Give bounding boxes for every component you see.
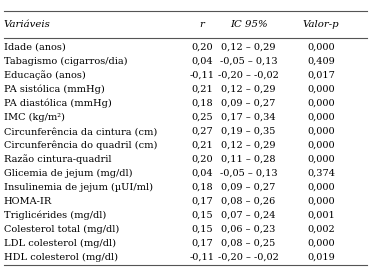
Text: 0,12 – 0,29: 0,12 – 0,29 xyxy=(221,141,276,150)
Text: 0,000: 0,000 xyxy=(307,155,335,164)
Text: 0,04: 0,04 xyxy=(191,169,213,178)
Text: 0,000: 0,000 xyxy=(307,43,335,52)
Text: Valor-p: Valor-p xyxy=(303,20,339,29)
Text: 0,000: 0,000 xyxy=(307,197,335,206)
Text: 0,07 – 0,24: 0,07 – 0,24 xyxy=(221,211,276,220)
Text: 0,12 – 0,29: 0,12 – 0,29 xyxy=(221,85,276,94)
Text: 0,18: 0,18 xyxy=(191,183,213,192)
Text: Glicemia de jejum (mg/dl): Glicemia de jejum (mg/dl) xyxy=(4,169,132,178)
Text: 0,08 – 0,26: 0,08 – 0,26 xyxy=(221,197,276,206)
Text: 0,17 – 0,34: 0,17 – 0,34 xyxy=(221,113,276,122)
Text: 0,001: 0,001 xyxy=(307,211,335,220)
Text: PA sistólica (mmHg): PA sistólica (mmHg) xyxy=(4,85,105,94)
Text: 0,18: 0,18 xyxy=(191,99,213,108)
Text: -0,20 – -0,02: -0,20 – -0,02 xyxy=(218,71,279,80)
Text: IMC (kg/m²): IMC (kg/m²) xyxy=(4,113,65,122)
Text: 0,19 – 0,35: 0,19 – 0,35 xyxy=(221,127,276,136)
Text: HOMA-IR: HOMA-IR xyxy=(4,197,52,206)
Text: 0,17: 0,17 xyxy=(191,239,213,248)
Text: Circunferência do quadril (cm): Circunferência do quadril (cm) xyxy=(4,141,157,150)
Text: 0,15: 0,15 xyxy=(191,211,213,220)
Text: 0,09 – 0,27: 0,09 – 0,27 xyxy=(221,99,276,108)
Text: Triglicérides (mg/dl): Triglicérides (mg/dl) xyxy=(4,211,106,220)
Text: 0,15: 0,15 xyxy=(191,225,213,234)
Text: 0,04: 0,04 xyxy=(191,57,213,66)
Text: Circunferência da cintura (cm): Circunferência da cintura (cm) xyxy=(4,127,157,136)
Text: HDL colesterol (mg/dl): HDL colesterol (mg/dl) xyxy=(4,253,118,262)
Text: 0,000: 0,000 xyxy=(307,85,335,94)
Text: 0,09 – 0,27: 0,09 – 0,27 xyxy=(221,183,276,192)
Text: Colesterol total (mg/dl): Colesterol total (mg/dl) xyxy=(4,225,119,234)
Text: 0,27: 0,27 xyxy=(191,127,213,136)
Text: 0,374: 0,374 xyxy=(307,169,335,178)
Text: 0,002: 0,002 xyxy=(307,225,335,234)
Text: IC 95%: IC 95% xyxy=(230,20,267,29)
Text: 0,000: 0,000 xyxy=(307,99,335,108)
Text: Educação (anos): Educação (anos) xyxy=(4,71,85,80)
Text: PA diastólica (mmHg): PA diastólica (mmHg) xyxy=(4,99,111,108)
Text: -0,05 – 0,13: -0,05 – 0,13 xyxy=(220,57,278,66)
Text: 0,409: 0,409 xyxy=(307,57,335,66)
Text: Razão cintura-quadril: Razão cintura-quadril xyxy=(4,155,111,164)
Text: 0,06 – 0,23: 0,06 – 0,23 xyxy=(221,225,276,234)
Text: 0,17: 0,17 xyxy=(191,197,213,206)
Text: 0,000: 0,000 xyxy=(307,239,335,248)
Text: 0,08 – 0,25: 0,08 – 0,25 xyxy=(221,239,276,248)
Text: Tabagismo (cigarros/dia): Tabagismo (cigarros/dia) xyxy=(4,57,127,66)
Text: 0,20: 0,20 xyxy=(191,155,213,164)
Text: -0,20 – -0,02: -0,20 – -0,02 xyxy=(218,253,279,262)
Text: r: r xyxy=(200,20,205,29)
Text: -0,11: -0,11 xyxy=(190,253,215,262)
Text: Insulinemia de jejum (µUI/ml): Insulinemia de jejum (µUI/ml) xyxy=(4,183,153,192)
Text: 0,019: 0,019 xyxy=(307,253,335,262)
Text: Idade (anos): Idade (anos) xyxy=(4,43,65,52)
Text: 0,20: 0,20 xyxy=(191,43,213,52)
Text: 0,000: 0,000 xyxy=(307,113,335,122)
Text: -0,11: -0,11 xyxy=(190,71,215,80)
Text: 0,000: 0,000 xyxy=(307,141,335,150)
Text: 0,12 – 0,29: 0,12 – 0,29 xyxy=(221,43,276,52)
Text: 0,25: 0,25 xyxy=(191,113,213,122)
Text: 0,11 – 0,28: 0,11 – 0,28 xyxy=(221,155,276,164)
Text: LDL colesterol (mg/dl): LDL colesterol (mg/dl) xyxy=(4,239,116,248)
Text: Variáveis: Variáveis xyxy=(4,20,50,29)
Text: 0,21: 0,21 xyxy=(191,141,213,150)
Text: -0,05 – 0,13: -0,05 – 0,13 xyxy=(220,169,278,178)
Text: 0,21: 0,21 xyxy=(191,85,213,94)
Text: 0,000: 0,000 xyxy=(307,183,335,192)
Text: 0,000: 0,000 xyxy=(307,127,335,136)
Text: 0,017: 0,017 xyxy=(307,71,335,80)
